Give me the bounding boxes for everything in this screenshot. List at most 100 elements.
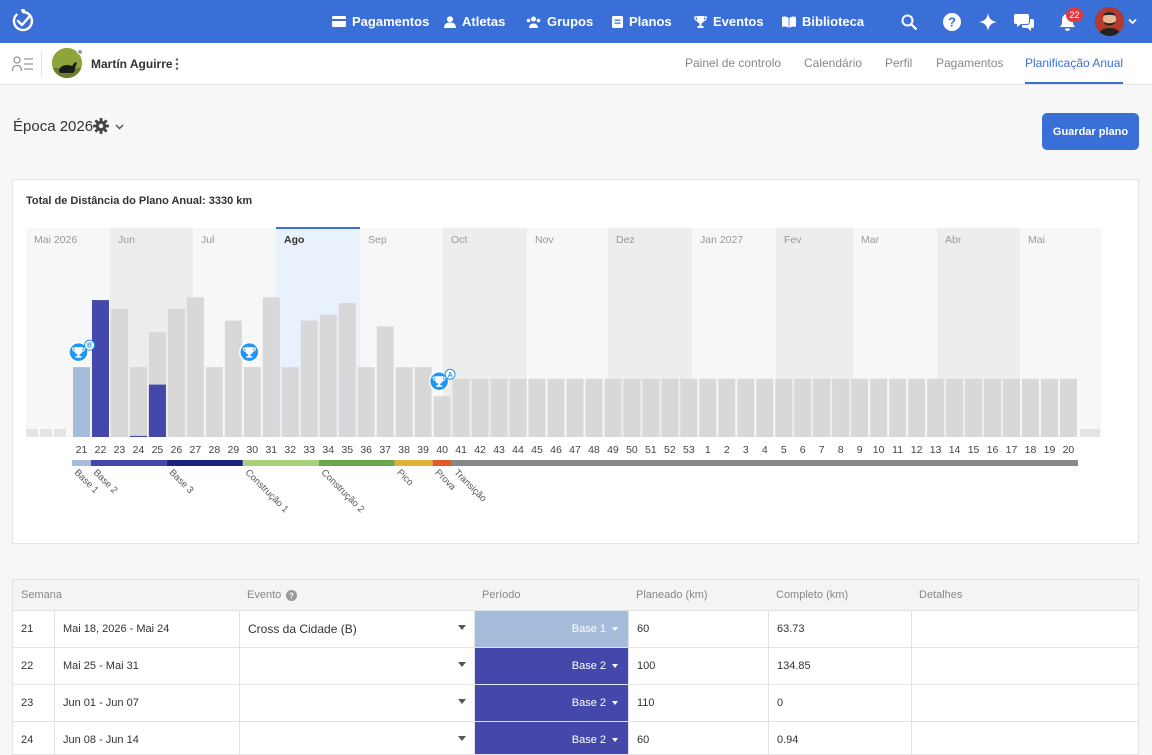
planned-bar [566,378,584,437]
divider [41,51,42,77]
planned-bar [775,378,793,437]
period-band [90,460,167,466]
header-planeado: Planeado (km) [636,589,708,601]
week-tick-label: 36 [360,444,372,456]
week-tick-label: 40 [436,444,448,456]
svg-text:?: ? [289,591,294,600]
month-label: Oct [451,234,467,246]
week-tick-label: 45 [531,444,543,456]
month-label: Abr [945,234,962,246]
messages-button[interactable] [1012,10,1036,34]
more-vertical-icon[interactable] [175,58,179,70]
tab-planificacao-anual[interactable]: Planificação Anual [1025,56,1124,70]
planned-bar [186,297,204,437]
group-icon [526,16,541,28]
nav-label: Eventos [713,14,764,29]
period-select[interactable]: Base 2 [475,648,629,684]
week-tick-label: 5 [781,444,787,456]
planned-input[interactable]: 60 [629,611,769,647]
chat-icon [1014,14,1034,31]
planned-bar [604,378,622,437]
week-tick-label: 12 [911,444,923,456]
details-cell[interactable] [912,722,1138,754]
chevron-down-icon [612,664,618,668]
planned-bar [718,378,736,437]
week-tick-label: 13 [930,444,942,456]
event-select[interactable]: Cross da Cidade (B) [240,611,475,647]
nav-pagamentos[interactable]: Pagamentos [332,0,429,43]
planned-bar [870,378,888,437]
week-tick-label: 20 [1063,444,1075,456]
planned-bar [585,378,603,437]
period-band [394,460,433,466]
period-band [318,460,395,466]
planned-bar [642,378,660,437]
month-label: Fev [784,234,802,246]
nav-biblioteca[interactable]: Biblioteca [782,0,864,43]
athlete-subnav: Martín Aguirre Painel de controlo Calend… [0,43,1152,85]
planned-bar [1059,378,1077,437]
planned-bar [224,320,242,437]
nav-eventos[interactable]: Eventos [694,0,764,43]
table-row: 24 Jun 08 - Jun 14 Base 2 60 0.94 [13,721,1138,754]
details-cell[interactable] [912,648,1138,684]
athlete-name[interactable]: Martín Aguirre [91,57,173,71]
tab-painel[interactable]: Painel de controlo [685,56,782,70]
logo-icon[interactable] [10,8,36,34]
period-select[interactable]: Base 1 [475,611,629,647]
planned-bar [528,378,546,437]
tab-calendario[interactable]: Calendário [804,56,863,70]
week-cell: 24 [13,722,55,754]
period-select[interactable]: Base 2 [475,685,629,721]
nav-planos[interactable]: Planos [612,0,672,43]
event-marker: B [68,339,95,363]
save-plan-button[interactable]: Guardar plano [1042,113,1139,150]
dates-cell: Jun 08 - Jun 14 [55,722,240,754]
planned-bar [851,378,869,437]
clipboard-icon [612,16,623,28]
event-select[interactable] [240,685,475,721]
week-tick-label: 29 [227,444,239,456]
ai-button[interactable] [976,10,1000,34]
help-button[interactable]: ? [940,10,964,34]
user-avatar[interactable] [1095,7,1124,36]
event-select[interactable] [240,648,475,684]
week-tick-label: 9 [857,444,863,456]
week-tick-label: 28 [209,444,221,456]
search-button[interactable] [897,10,921,34]
week-tick-label: 25 [152,444,164,456]
week-tick-label: 24 [133,444,145,456]
padding-bar [26,429,38,437]
nav-atletas[interactable]: Atletas [444,0,505,43]
month-label: Dez [616,234,635,246]
period-band [432,460,452,466]
dates-cell: Jun 01 - Jun 07 [55,685,240,721]
tab-pagamentos[interactable]: Pagamentos [936,56,1004,70]
chevron-down-icon[interactable] [1128,18,1137,25]
event-select[interactable] [240,722,475,754]
athlete-list-icon[interactable] [12,56,34,72]
help-icon[interactable]: ? [286,589,298,601]
gear-icon[interactable] [93,118,109,134]
annual-plan-chart: Mai 2026 Jun Jul Ago Sep Oct Nov Dez Jan 2027 Fev… [26,227,1101,515]
nav-grupos[interactable]: Grupos [526,0,593,43]
details-cell[interactable] [912,685,1138,721]
week-tick-label: 11 [892,444,903,456]
tab-perfil[interactable]: Perfil [885,56,913,70]
planned-input[interactable]: 100 [629,648,769,684]
week-tick-label: 33 [303,444,315,456]
header-periodo: Período [482,589,521,601]
help-icon: ? [943,13,961,31]
header-evento: Evento ? [239,580,474,610]
planned-input[interactable]: 60 [629,722,769,754]
week-tick-label: 50 [626,444,638,456]
chevron-down-icon [612,627,618,631]
chevron-down-icon[interactable] [115,124,124,130]
month-label: Mar [861,234,880,246]
period-value: Base 2 [571,660,606,672]
details-cell[interactable] [912,611,1138,647]
period-select[interactable]: Base 2 [475,722,629,754]
week-tick-label: 4 [762,444,768,456]
planned-input[interactable]: 110 [629,685,769,721]
completed-value: 134.85 [769,648,912,684]
